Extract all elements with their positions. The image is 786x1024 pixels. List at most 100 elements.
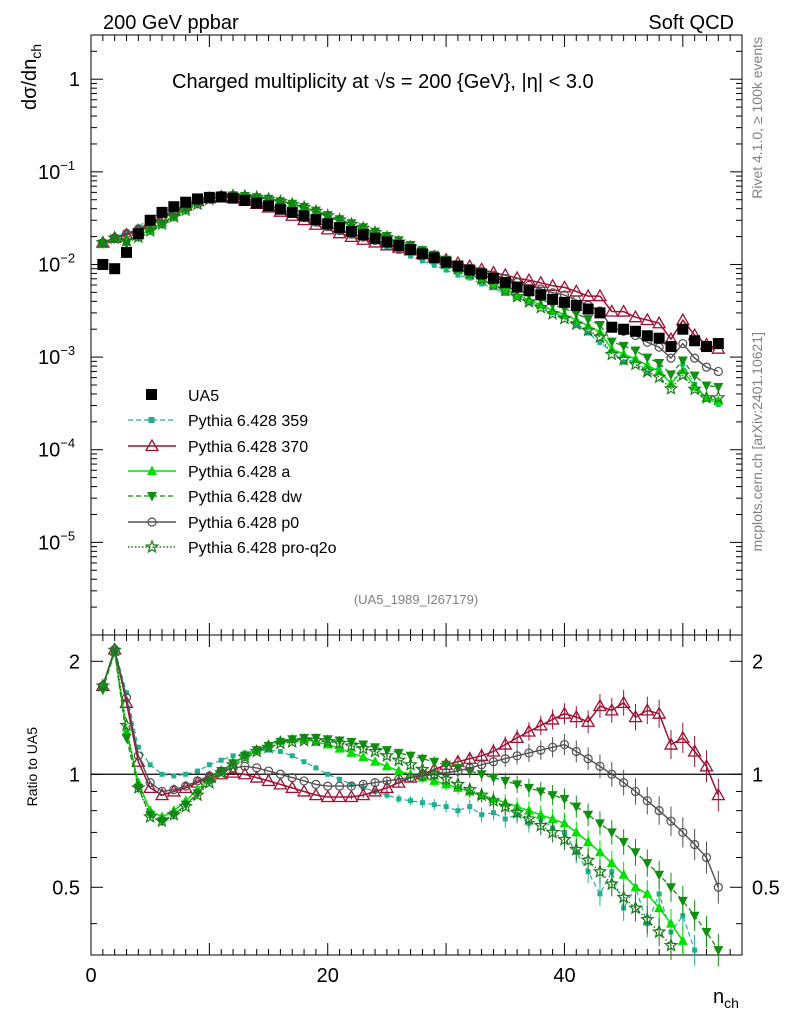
mc-point-main-pro-q2o: [95, 234, 111, 249]
ua5-data-point: [263, 200, 275, 212]
series-ratio-p0: [98, 644, 723, 904]
mc-point-ratio-p0: [394, 774, 404, 784]
mc-point-main-370: [557, 280, 572, 293]
mc-point-ratio-370: [616, 695, 631, 708]
mc-point-ratio-p0: [287, 772, 297, 783]
ua5-data-point: [144, 214, 156, 226]
mc-point-ratio-370: [308, 787, 324, 801]
mc-point-ratio-p0: [713, 882, 723, 892]
mc-point-ratio-p0: [453, 766, 463, 776]
mc-point-ratio-p0: [252, 763, 262, 773]
legend-marker-a: [147, 465, 157, 475]
mc-point-ratio-p0: [701, 852, 712, 863]
mc-point-ratio-pro-q2o: [403, 757, 418, 771]
legend-label-370: Pythia 6.428 370: [188, 439, 308, 456]
series-main-ua5: [97, 191, 724, 353]
ua5-data-point: [357, 229, 369, 241]
mc-point-ratio-pro-q2o: [628, 900, 643, 915]
mc-point-ratio-370: [663, 737, 679, 750]
legend-entry-ua5: UA5: [146, 388, 219, 405]
mc-point-ratio-p0: [619, 778, 629, 788]
mc-point-ratio-359: [597, 891, 603, 897]
mc-point-main-pro-q2o: [296, 199, 312, 214]
mc-point-ratio-359: [124, 690, 130, 696]
mc-point-ratio-pro-q2o: [284, 734, 300, 749]
mc-point-ratio-370: [367, 784, 383, 797]
mc-point-ratio-370: [237, 766, 252, 780]
legend-marker-370: [144, 438, 160, 452]
mc-point-ratio-dw: [523, 783, 534, 794]
ua5-data-point: [641, 330, 653, 342]
y-axis-title-main-text: dσ/dn: [19, 59, 41, 110]
ua5-data-point: [606, 321, 618, 333]
ua5-data-point: [594, 307, 606, 319]
mc-point-ratio-370: [320, 789, 335, 803]
mc-point-ratio-359: [408, 798, 414, 804]
mc-point-main-370: [521, 272, 537, 286]
mc-point-ratio-p0: [204, 771, 214, 781]
mc-point-ratio-dw: [500, 776, 511, 787]
mc-point-ratio-dw: [618, 838, 629, 848]
mc-point-ratio-dw: [216, 767, 227, 777]
mc-point-main-pro-q2o: [651, 369, 667, 384]
mc-point-main-pro-q2o: [687, 381, 702, 396]
mc-point-ratio-dw: [358, 740, 369, 751]
mc-point-main-p0: [678, 338, 688, 349]
mc-point-ratio-359: [206, 762, 212, 768]
mc-point-ratio-pro-q2o: [320, 734, 335, 749]
mc-point-ratio-p0: [157, 786, 167, 797]
mc-point-ratio-pro-q2o: [580, 852, 596, 867]
mc-point-ratio-a: [677, 935, 688, 945]
mc-point-ratio-p0: [583, 754, 593, 764]
mc-point-ratio-pro-q2o: [154, 813, 170, 828]
mc-point-ratio-370: [533, 718, 548, 731]
mc-point-ratio-pro-q2o: [166, 807, 182, 821]
mc-point-ratio-pro-q2o: [545, 824, 560, 839]
mc-point-ratio-a: [665, 918, 676, 928]
mc-point-ratio-370: [509, 730, 525, 744]
mc-point-ratio-p0: [666, 816, 676, 826]
mc-point-ratio-359: [467, 804, 473, 810]
mc-point-ratio-dw: [476, 770, 487, 780]
mc-point-ratio-a: [121, 726, 132, 736]
mc-point-main-370: [640, 312, 655, 326]
mc-point-ratio-370: [344, 789, 359, 803]
mc-point-ratio-pro-q2o: [438, 771, 454, 786]
mc-point-main-pro-q2o: [699, 390, 714, 404]
mc-point-ratio-pro-q2o: [533, 817, 549, 832]
mc-point-ratio-p0: [477, 760, 487, 770]
ua5-data-point: [310, 214, 322, 226]
mc-point-ratio-dw: [689, 911, 700, 922]
mc-point-ratio-pro-q2o: [249, 743, 264, 758]
legend-label-ua5: UA5: [188, 388, 219, 405]
mc-point-ratio-359: [384, 792, 390, 798]
mc-point-main-dw: [618, 341, 629, 352]
series-main-a: [97, 189, 724, 405]
mc-point-ratio-dw: [665, 883, 676, 893]
ua5-data-point: [523, 285, 535, 297]
ua5-data-point: [322, 218, 334, 230]
y-tick-label-ratio-right: 0.5: [752, 877, 780, 899]
mc-point-ratio-dw: [334, 736, 345, 747]
ua5-data-point: [499, 276, 511, 288]
mc-point-main-pro-q2o: [557, 310, 572, 325]
mc-point-ratio-359: [479, 812, 485, 818]
y-tick-label-main: 10−4: [38, 436, 75, 462]
mc-point-ratio-pro-q2o: [367, 743, 383, 758]
mc-point-main-dw: [677, 356, 688, 366]
mc-point-main-pro-q2o: [154, 216, 170, 231]
mc-point-ratio-pro-q2o: [273, 735, 288, 750]
mc-point-ratio-dw: [713, 946, 724, 956]
ua5-data-point: [227, 192, 239, 204]
ua5-data-point: [405, 244, 417, 256]
legend-entry-dw: Pythia 6.428 dw: [188, 489, 302, 506]
ua5-data-point: [192, 193, 204, 205]
mc-point-ratio-359: [455, 808, 461, 814]
legend-entry-pro-q2o: Pythia 6.428 pro-q2o: [188, 540, 337, 557]
mc-point-main-pro-q2o: [142, 223, 158, 237]
mc-point-ratio-p0: [595, 761, 605, 771]
mc-point-ratio-dw: [559, 794, 570, 805]
mc-point-ratio-359: [301, 759, 307, 765]
mc-line-main-359: [102, 192, 719, 406]
mc-point-main-pro-q2o: [569, 316, 584, 331]
